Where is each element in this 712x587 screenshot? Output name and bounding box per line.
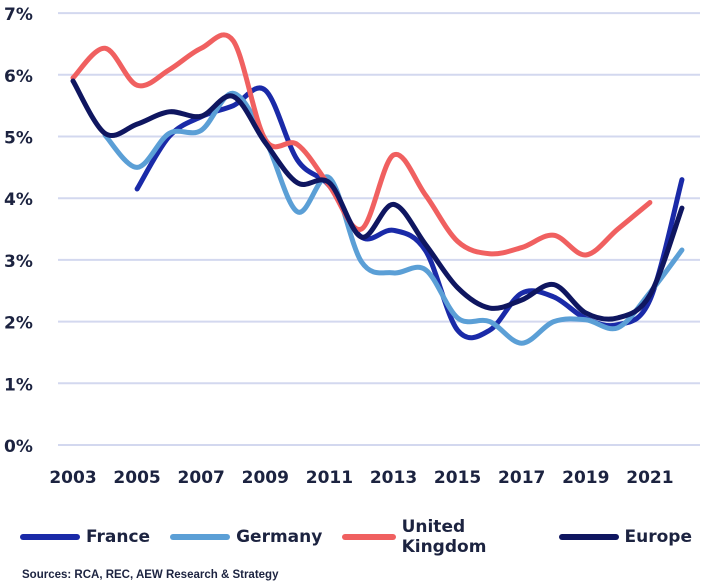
series-line-france bbox=[134, 85, 685, 341]
x-tick-label: 2021 bbox=[626, 468, 673, 488]
series-line-germany bbox=[102, 90, 685, 346]
x-tick-label: 2015 bbox=[434, 468, 481, 488]
series-line-europe bbox=[70, 78, 685, 322]
x-tick-label: 2013 bbox=[370, 468, 417, 488]
series-line-united-kingdom bbox=[70, 32, 653, 258]
legend-swatch bbox=[558, 534, 619, 540]
legend-label: United Kingdom bbox=[401, 517, 487, 557]
legend: France Germany United Kingdom Europe bbox=[20, 517, 712, 557]
x-tick-label: 2011 bbox=[306, 468, 353, 488]
legend-label: Germany bbox=[236, 527, 323, 547]
legend-swatch bbox=[20, 534, 80, 540]
y-tick-label: 4% bbox=[4, 190, 33, 210]
x-tick-label: 2003 bbox=[49, 468, 96, 488]
legend-item: Europe bbox=[558, 517, 692, 557]
line-chart: 0% 1% 2% 3% 4% 5% 6% 7% 2003 2005 2007 2009 2011 2013… bbox=[4, 5, 700, 488]
legend-swatch bbox=[342, 534, 396, 540]
x-tick-label: 2019 bbox=[562, 468, 609, 488]
y-tick-label: 7% bbox=[4, 5, 33, 25]
x-tick-label: 2007 bbox=[178, 468, 225, 488]
x-tick-label: 2009 bbox=[242, 468, 289, 488]
y-tick-label: 3% bbox=[4, 252, 33, 272]
legend-item: France bbox=[20, 517, 150, 557]
legend-swatch bbox=[170, 534, 231, 540]
legend-label: France bbox=[86, 527, 151, 547]
y-tick-label: 2% bbox=[4, 314, 33, 334]
x-tick-label: 2017 bbox=[498, 468, 545, 488]
legend-label: Europe bbox=[624, 527, 692, 547]
y-tick-label: 0% bbox=[4, 437, 33, 457]
x-tick-label: 2005 bbox=[113, 468, 160, 488]
y-tick-label: 5% bbox=[4, 129, 33, 149]
y-tick-label: 6% bbox=[4, 67, 33, 87]
y-tick-label: 1% bbox=[4, 375, 33, 395]
source-note: Sources: RCA, REC, AEW Research & Strate… bbox=[22, 569, 279, 581]
legend-item: United Kingdom bbox=[342, 517, 538, 557]
legend-item: Germany bbox=[170, 517, 322, 557]
